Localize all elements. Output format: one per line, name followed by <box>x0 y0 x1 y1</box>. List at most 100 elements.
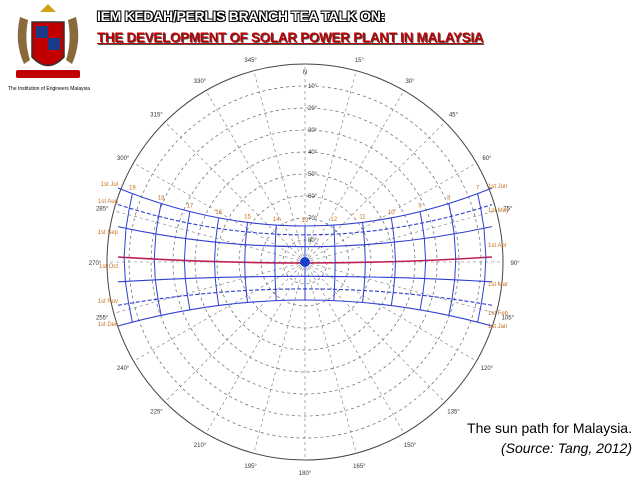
azimuth-label: 285° <box>96 207 109 213</box>
logo-caption: The Institution of Engineers Malaysia <box>8 86 90 92</box>
hour-line <box>123 193 133 323</box>
azimuth-label: 270° <box>89 261 102 267</box>
azimuth-line <box>164 121 306 263</box>
altitude-label: 40° <box>308 150 318 156</box>
date-label: 1st Feb <box>488 311 509 317</box>
subtitle: THE DEVELOPMENT OF SOLAR POWER PLANT IN … <box>97 30 484 45</box>
hour-label: 7 <box>476 186 480 192</box>
logo: The Institution of Engineers Malaysia <box>8 4 90 92</box>
date-label: 1st Oct <box>99 264 118 270</box>
logo-supporter <box>66 17 79 64</box>
hour-label: 17 <box>187 204 194 210</box>
azimuth-line <box>304 70 357 263</box>
azimuth-line <box>304 90 405 263</box>
hour-line <box>214 217 220 306</box>
date-label: 1st Mar <box>488 282 508 288</box>
date-label: 1st Jun <box>488 184 507 190</box>
azimuth-label: 345° <box>244 58 257 64</box>
caption-source: (Source: Tang, 2012) <box>500 440 632 456</box>
azimuth-line <box>304 261 405 434</box>
azimuth-line <box>304 121 446 263</box>
azimuth-line <box>304 261 497 314</box>
azimuth-label: 120° <box>481 366 494 372</box>
azimuth-label: 30° <box>405 79 415 85</box>
caption: The sun path for Malaysia. <box>467 420 632 436</box>
hour-line <box>244 222 248 303</box>
hour-label: 12 <box>330 217 337 223</box>
date-label: 1st Jan <box>488 324 507 330</box>
azimuth-label: 135° <box>447 409 460 415</box>
date-label: 1st Jul <box>101 182 118 188</box>
altitude-label: 70° <box>308 216 318 222</box>
azimuth-line <box>164 261 306 403</box>
azimuth-line <box>205 261 306 434</box>
azimuth-line <box>253 70 306 263</box>
azimuth-label: 300° <box>117 156 130 162</box>
hour-label: 16 <box>215 210 222 216</box>
azimuth-label: 75° <box>503 207 513 213</box>
hour-label: 19 <box>129 186 136 192</box>
altitude-label: 50° <box>308 172 318 178</box>
date-label: 1st May <box>488 208 509 214</box>
sun-path <box>117 204 493 236</box>
hour-label: 11 <box>359 214 366 220</box>
altitude-label: 20° <box>308 106 318 112</box>
hour-line <box>390 217 396 306</box>
azimuth-line <box>133 162 306 263</box>
azimuth-label: N <box>303 70 307 76</box>
logo-supporter <box>17 17 30 64</box>
date-label: 1st Nov <box>98 299 118 305</box>
azimuth-label: 255° <box>96 315 109 321</box>
date-label: 1st Sep <box>98 230 119 236</box>
azimuth-label: 60° <box>482 156 492 162</box>
date-label: 1st Dec <box>98 322 118 328</box>
azimuth-line <box>304 261 446 403</box>
altitude-label: 10° <box>308 84 318 90</box>
hour-line <box>362 222 366 303</box>
hour-label: 9 <box>418 204 422 210</box>
observer-point <box>300 257 310 267</box>
azimuth-label: 90° <box>510 261 520 267</box>
date-label: 1st Aug <box>98 199 118 205</box>
hour-line <box>333 225 336 301</box>
altitude-label: 60° <box>308 194 318 200</box>
azimuth-line <box>205 90 306 263</box>
hour-label: 13 <box>302 218 309 224</box>
azimuth-label: 315° <box>150 113 163 119</box>
horizon-circle <box>106 63 504 461</box>
azimuth-label: 210° <box>194 443 207 449</box>
altitude-ring <box>150 107 460 417</box>
azimuth-label: 150° <box>404 443 417 449</box>
azimuth-label: 165° <box>353 464 366 470</box>
altitude-label: 80° <box>308 238 318 244</box>
logo-quarter <box>36 26 48 38</box>
azimuth-line <box>253 261 306 454</box>
azimuth-line <box>133 261 306 362</box>
hour-label: 14 <box>273 217 280 223</box>
title: IEM KEDAH/PERLIS BRANCH TEA TALK ON: <box>97 8 385 24</box>
hour-label: 15 <box>244 214 251 220</box>
logo-quarter <box>48 38 60 50</box>
azimuth-label: 45° <box>449 113 459 119</box>
hour-line <box>477 193 487 323</box>
hour-line <box>183 211 191 310</box>
azimuth-line <box>113 210 306 263</box>
azimuth-line <box>304 261 477 362</box>
hour-line <box>274 225 277 301</box>
azimuth-label: 330° <box>194 79 207 85</box>
azimuth-line <box>304 261 357 454</box>
azimuth-line <box>304 162 477 263</box>
azimuth-label: 195° <box>244 464 257 470</box>
hour-label: 18 <box>158 196 165 202</box>
azimuth-label: 180° <box>299 471 312 477</box>
azimuth-line <box>304 210 497 263</box>
logo-crest <box>40 4 56 12</box>
hour-line <box>153 203 162 316</box>
hour-label: 8 <box>447 196 451 202</box>
date-label: 1st Apr <box>488 243 507 249</box>
hour-line <box>419 211 427 310</box>
azimuth-label: 105° <box>502 315 515 321</box>
altitude-label: 30° <box>308 128 318 134</box>
